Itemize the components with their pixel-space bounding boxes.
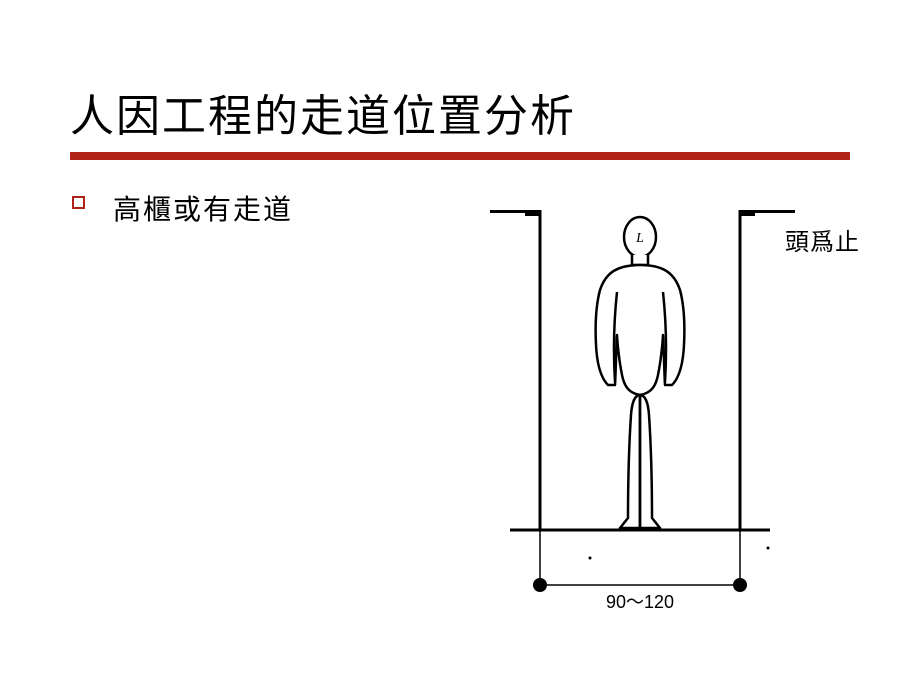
bullet-marker-icon xyxy=(72,196,85,209)
human-figure-icon: L xyxy=(596,217,685,528)
diagram-side-label: 頭爲止 xyxy=(785,222,860,257)
slide-container: 人因工程的走道位置分析 高櫃或有走道 頭爲止 L xyxy=(0,0,920,690)
slide-title: 人因工程的走道位置分析 xyxy=(70,80,850,144)
dot xyxy=(589,557,592,560)
title-underline xyxy=(70,152,850,160)
dimension-line: 90～120 xyxy=(533,530,747,614)
bullet-text: 高櫃或有走道 xyxy=(113,188,293,228)
dimension-label: 90～120 xyxy=(606,592,674,612)
dot xyxy=(767,547,770,550)
top-bars xyxy=(490,210,795,216)
head-label: L xyxy=(635,231,644,246)
corridor-diagram: 頭爲止 L xyxy=(490,190,860,630)
